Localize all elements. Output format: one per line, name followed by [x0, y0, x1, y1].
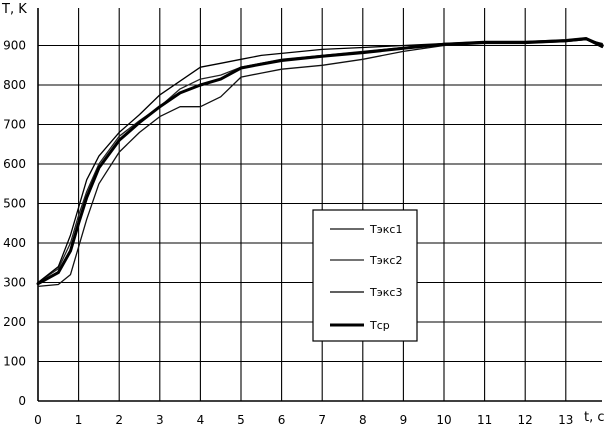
y-tick-label: 300	[3, 276, 26, 290]
x-tick-label: 3	[156, 413, 164, 427]
legend-label: Тэкс3	[369, 286, 402, 299]
y-tick-label: 900	[3, 39, 26, 53]
y-tick-label: 600	[3, 157, 26, 171]
tick-labels: 0 1 2 3 4 5 6 7 8 9 10 11 12 130100200300400500600700…	[3, 39, 573, 428]
x-tick-label: 8	[359, 413, 367, 427]
series-line-4	[36, 37, 604, 286]
legend-label: Тэкс1	[369, 223, 402, 236]
y-tick-label: 200	[3, 315, 26, 329]
y-tick-label: 400	[3, 236, 26, 250]
x-tick-label: 10	[436, 413, 451, 427]
chart-axes	[37, 8, 602, 402]
x-axis-label: t, c	[584, 410, 605, 425]
y-tick-label: 100	[3, 355, 26, 369]
x-tick-label: 5	[237, 413, 245, 427]
y-axis-label: T, K	[1, 2, 27, 17]
chart-legend: Тэкс1 Тэкс2 Тэкс3 Тср	[312, 209, 418, 342]
chart-grid	[38, 8, 602, 401]
y-tick-label: 500	[3, 197, 26, 211]
x-tick-label: 2	[115, 413, 123, 427]
x-tick-label: 7	[318, 413, 326, 427]
legend-items: Тэкс1 Тэкс2 Тэкс3 Тср	[330, 223, 402, 332]
legend-label: Тэкс2	[369, 254, 402, 267]
x-tick-label: 0	[34, 413, 42, 427]
y-tick-label: 800	[3, 78, 26, 92]
x-tick-label: 11	[477, 413, 492, 427]
chart-series	[36, 36, 604, 288]
x-tick-label: 1	[75, 413, 83, 427]
x-tick-label: 12	[518, 413, 533, 427]
x-tick-label: 6	[278, 413, 286, 427]
legend-box	[312, 209, 418, 342]
y-tick-label: 700	[3, 118, 26, 132]
y-tick-label: 0	[18, 394, 26, 408]
x-tick-label: 4	[197, 413, 205, 427]
x-tick-label: 13	[558, 413, 573, 427]
legend-label: Тср	[369, 319, 390, 332]
x-tick-label: 9	[400, 413, 408, 427]
